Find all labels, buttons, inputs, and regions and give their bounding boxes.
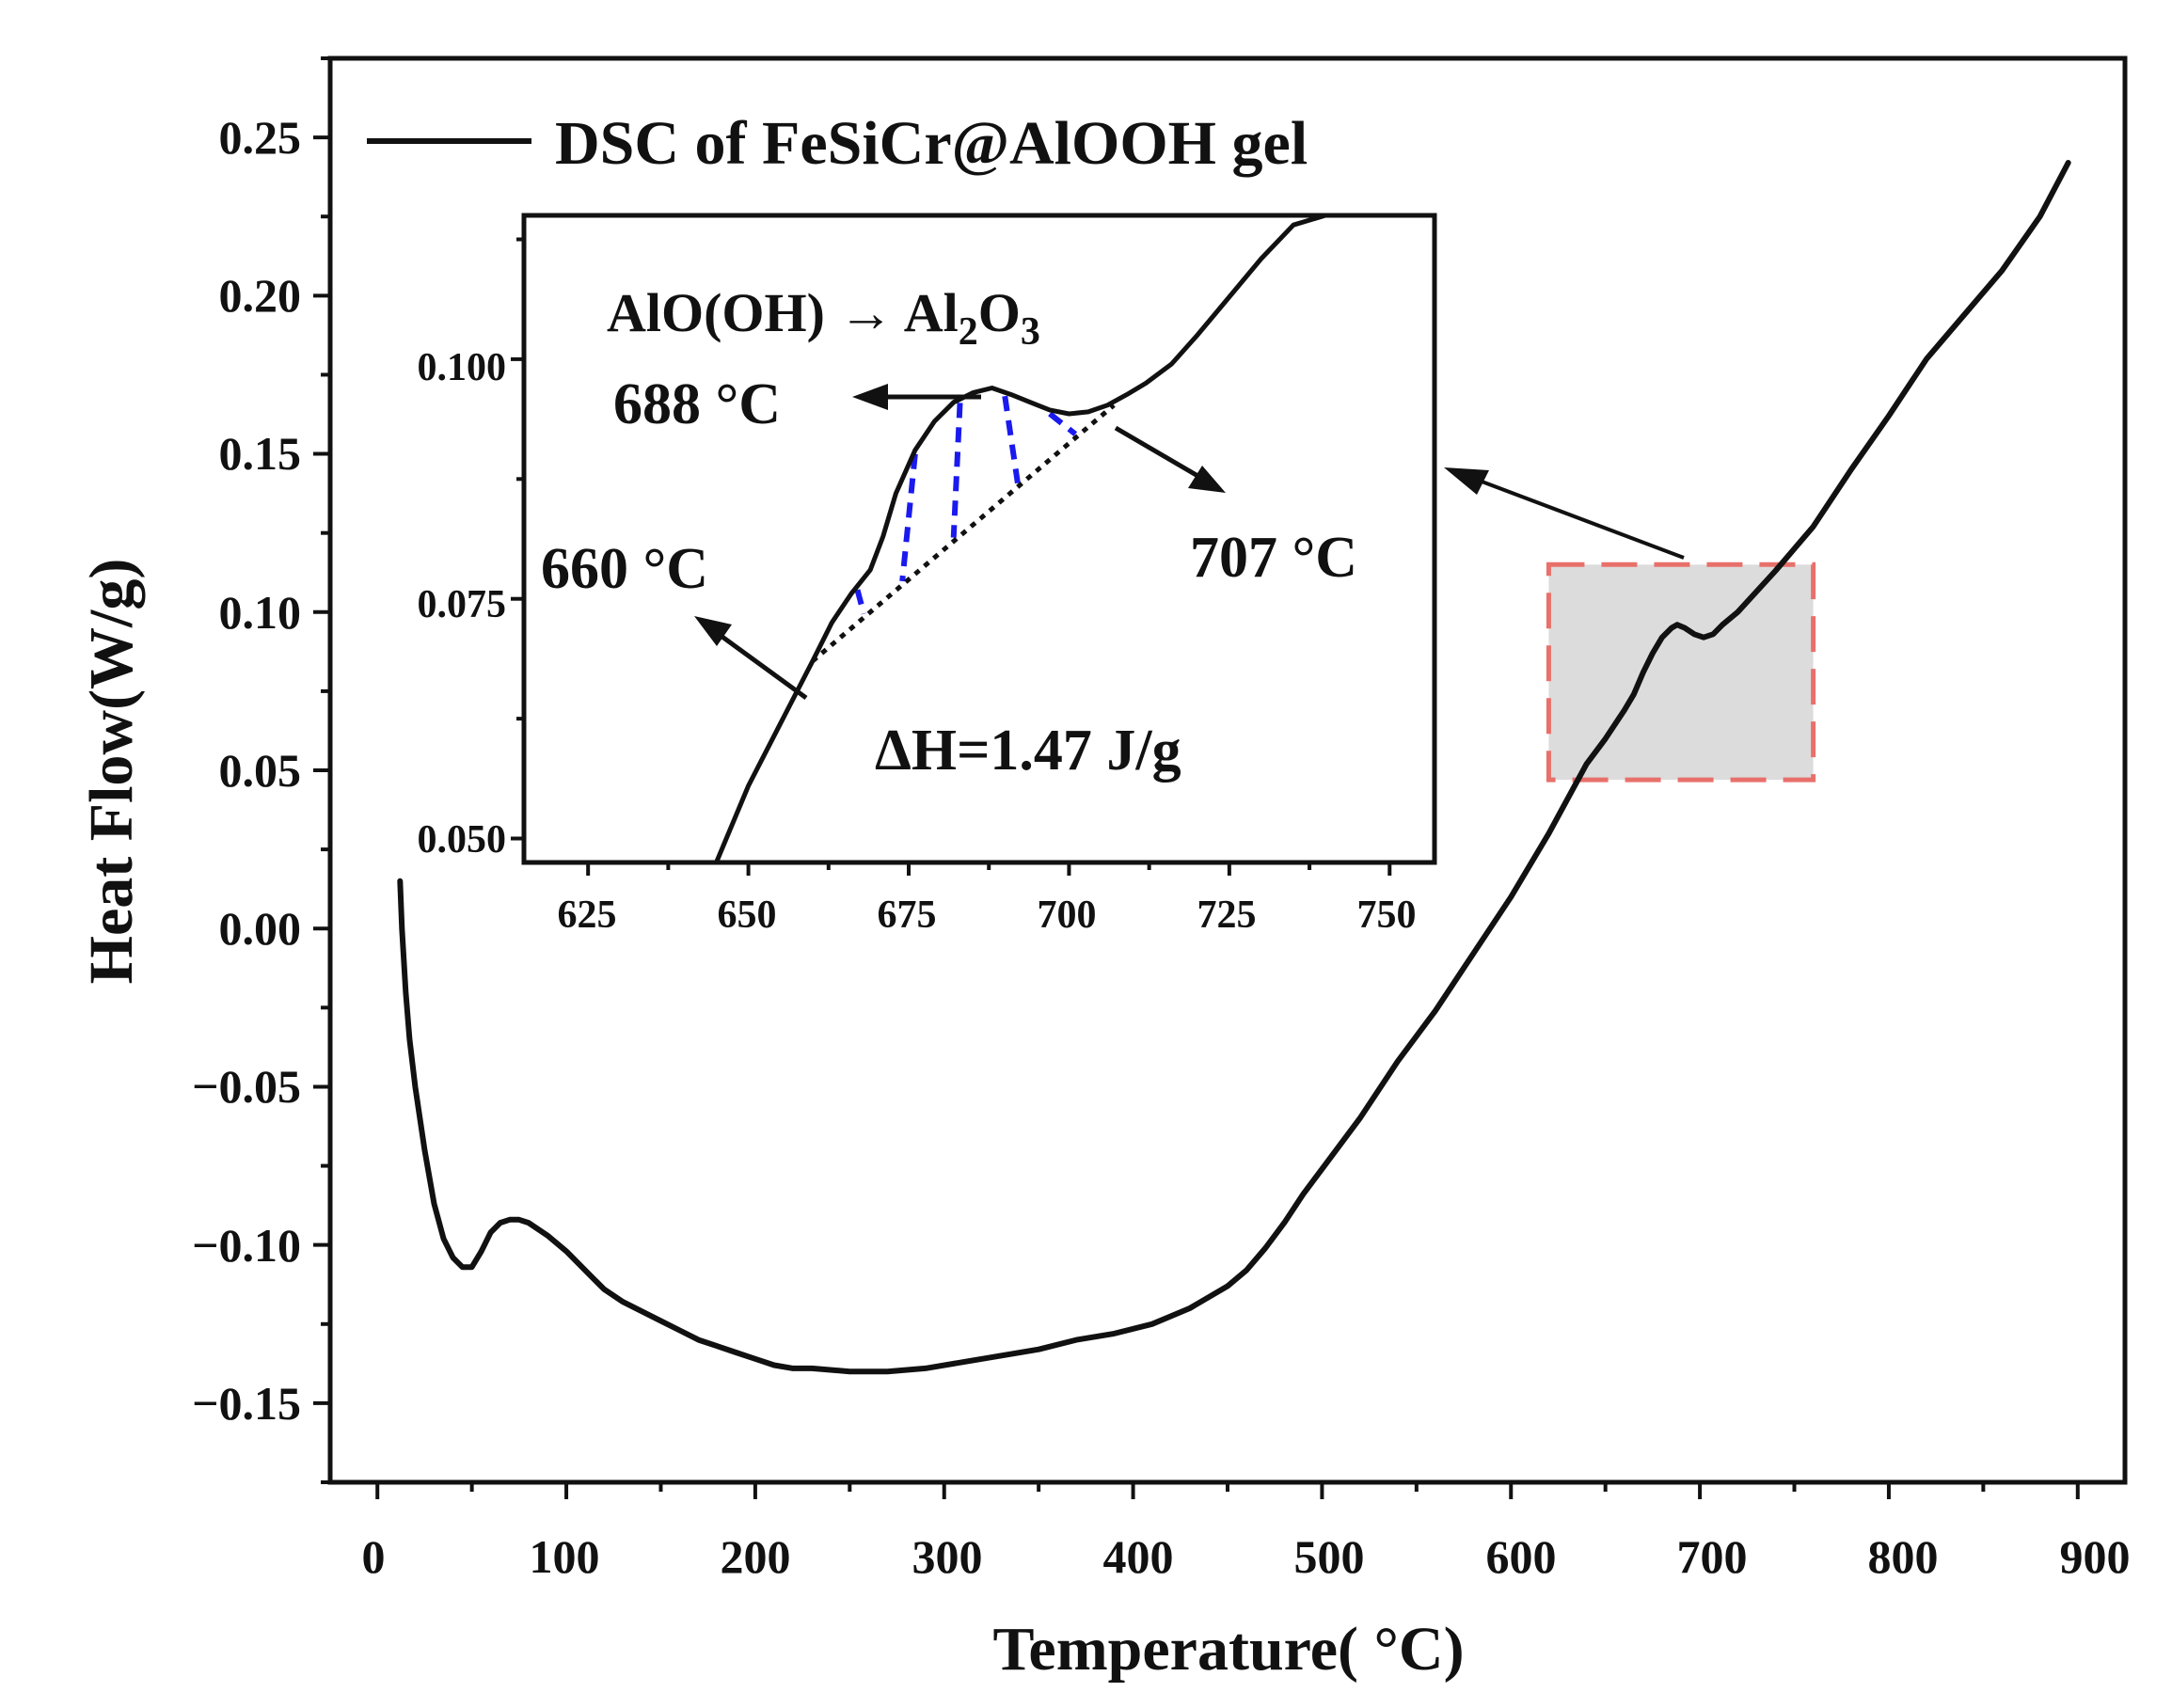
inset-hatch-line: [899, 453, 918, 582]
y-tick-label-m010: −0.10: [192, 1219, 301, 1272]
x-tick-label-900: 900: [2060, 1530, 2131, 1583]
enthalpy-label: ΔH=1.47 J/g: [875, 719, 1181, 783]
endset-temperature-label: 707 °C: [1190, 526, 1357, 590]
x-tick-label-500: 500: [1294, 1530, 1365, 1583]
inset-x-tick-label-625: 625: [558, 894, 617, 937]
y-tick-label-000: 0.00: [219, 902, 302, 955]
x-axis-title: Temperature( °C): [992, 1615, 1464, 1684]
inset-x-tick-label-650: 650: [718, 894, 777, 937]
main-dsc-curve: [397, 160, 2071, 1375]
inset-hatch-line: [1048, 411, 1078, 436]
inset-x-tick-label-750: 750: [1357, 894, 1417, 937]
inset-hatch-line: [1002, 395, 1021, 484]
main-x-tick-labels: 0 100 200 300 400 500 600 700 800 900: [362, 1530, 2131, 1583]
inset-y-tick-label-0050: 0.050: [418, 818, 507, 862]
x-tick-label-200: 200: [721, 1530, 791, 1583]
inset-chart: 625 650 675 700 725 750 0.050 0.075 0.10…: [418, 213, 1437, 937]
inset-frame: [521, 213, 1437, 865]
y-axis-title: Heat Flow(W/g): [77, 559, 146, 985]
inset-background: [524, 215, 1435, 862]
x-tick-label-100: 100: [530, 1530, 600, 1583]
onset-arrow: [694, 616, 808, 701]
inset-dsc-curve: [714, 213, 1326, 863]
legend-label: DSC of FeSiCr@AlOOH gel: [555, 109, 1308, 178]
zoom-highlight-region: [1546, 561, 1816, 783]
inset-x-tick-label-725: 725: [1197, 894, 1257, 937]
y-tick-label-005: 0.05: [219, 744, 302, 797]
zoom-arrow: [1444, 467, 1685, 560]
onset-temperature-label: 660 °C: [541, 537, 708, 601]
y-tick-label-010: 0.10: [219, 586, 302, 639]
inset-x-tick-label-675: 675: [878, 894, 937, 937]
inset-hatch-line: [854, 589, 867, 615]
endset-arrow: [1114, 425, 1226, 493]
main-axis-ticks: [313, 56, 2080, 1499]
peak-temperature-label: 688 °C: [613, 372, 781, 436]
y-tick-label-m005: −0.05: [192, 1060, 301, 1113]
x-tick-label-600: 600: [1486, 1530, 1557, 1583]
inset-y-tick-label-0100: 0.100: [418, 346, 507, 389]
x-tick-label-400: 400: [1103, 1530, 1174, 1583]
y-tick-label-025: 0.25: [219, 111, 302, 164]
main-y-tick-labels: −0.15 −0.10 −0.05 0.00 0.05 0.10 0.15 0.…: [192, 111, 301, 1430]
inset-hatch-fill: [854, 395, 1078, 615]
y-tick-label-020: 0.20: [219, 269, 302, 322]
inset-axis-ticks: [511, 237, 1392, 876]
inset-baseline: [811, 403, 1116, 663]
x-tick-label-700: 700: [1677, 1530, 1748, 1583]
y-tick-label-015: 0.15: [219, 427, 302, 480]
x-tick-label-0: 0: [362, 1530, 386, 1583]
inset-y-tick-label-0075: 0.075: [418, 583, 507, 626]
reaction-formula: AlO(OH) → Al2O3: [607, 282, 1040, 354]
y-tick-label-m015: −0.15: [192, 1377, 301, 1430]
x-tick-label-800: 800: [1868, 1530, 1939, 1583]
inset-hatch-line: [950, 403, 963, 538]
peak-arrow: [852, 384, 981, 410]
x-tick-label-300: 300: [912, 1530, 983, 1583]
inset-x-tick-label-700: 700: [1038, 894, 1097, 937]
